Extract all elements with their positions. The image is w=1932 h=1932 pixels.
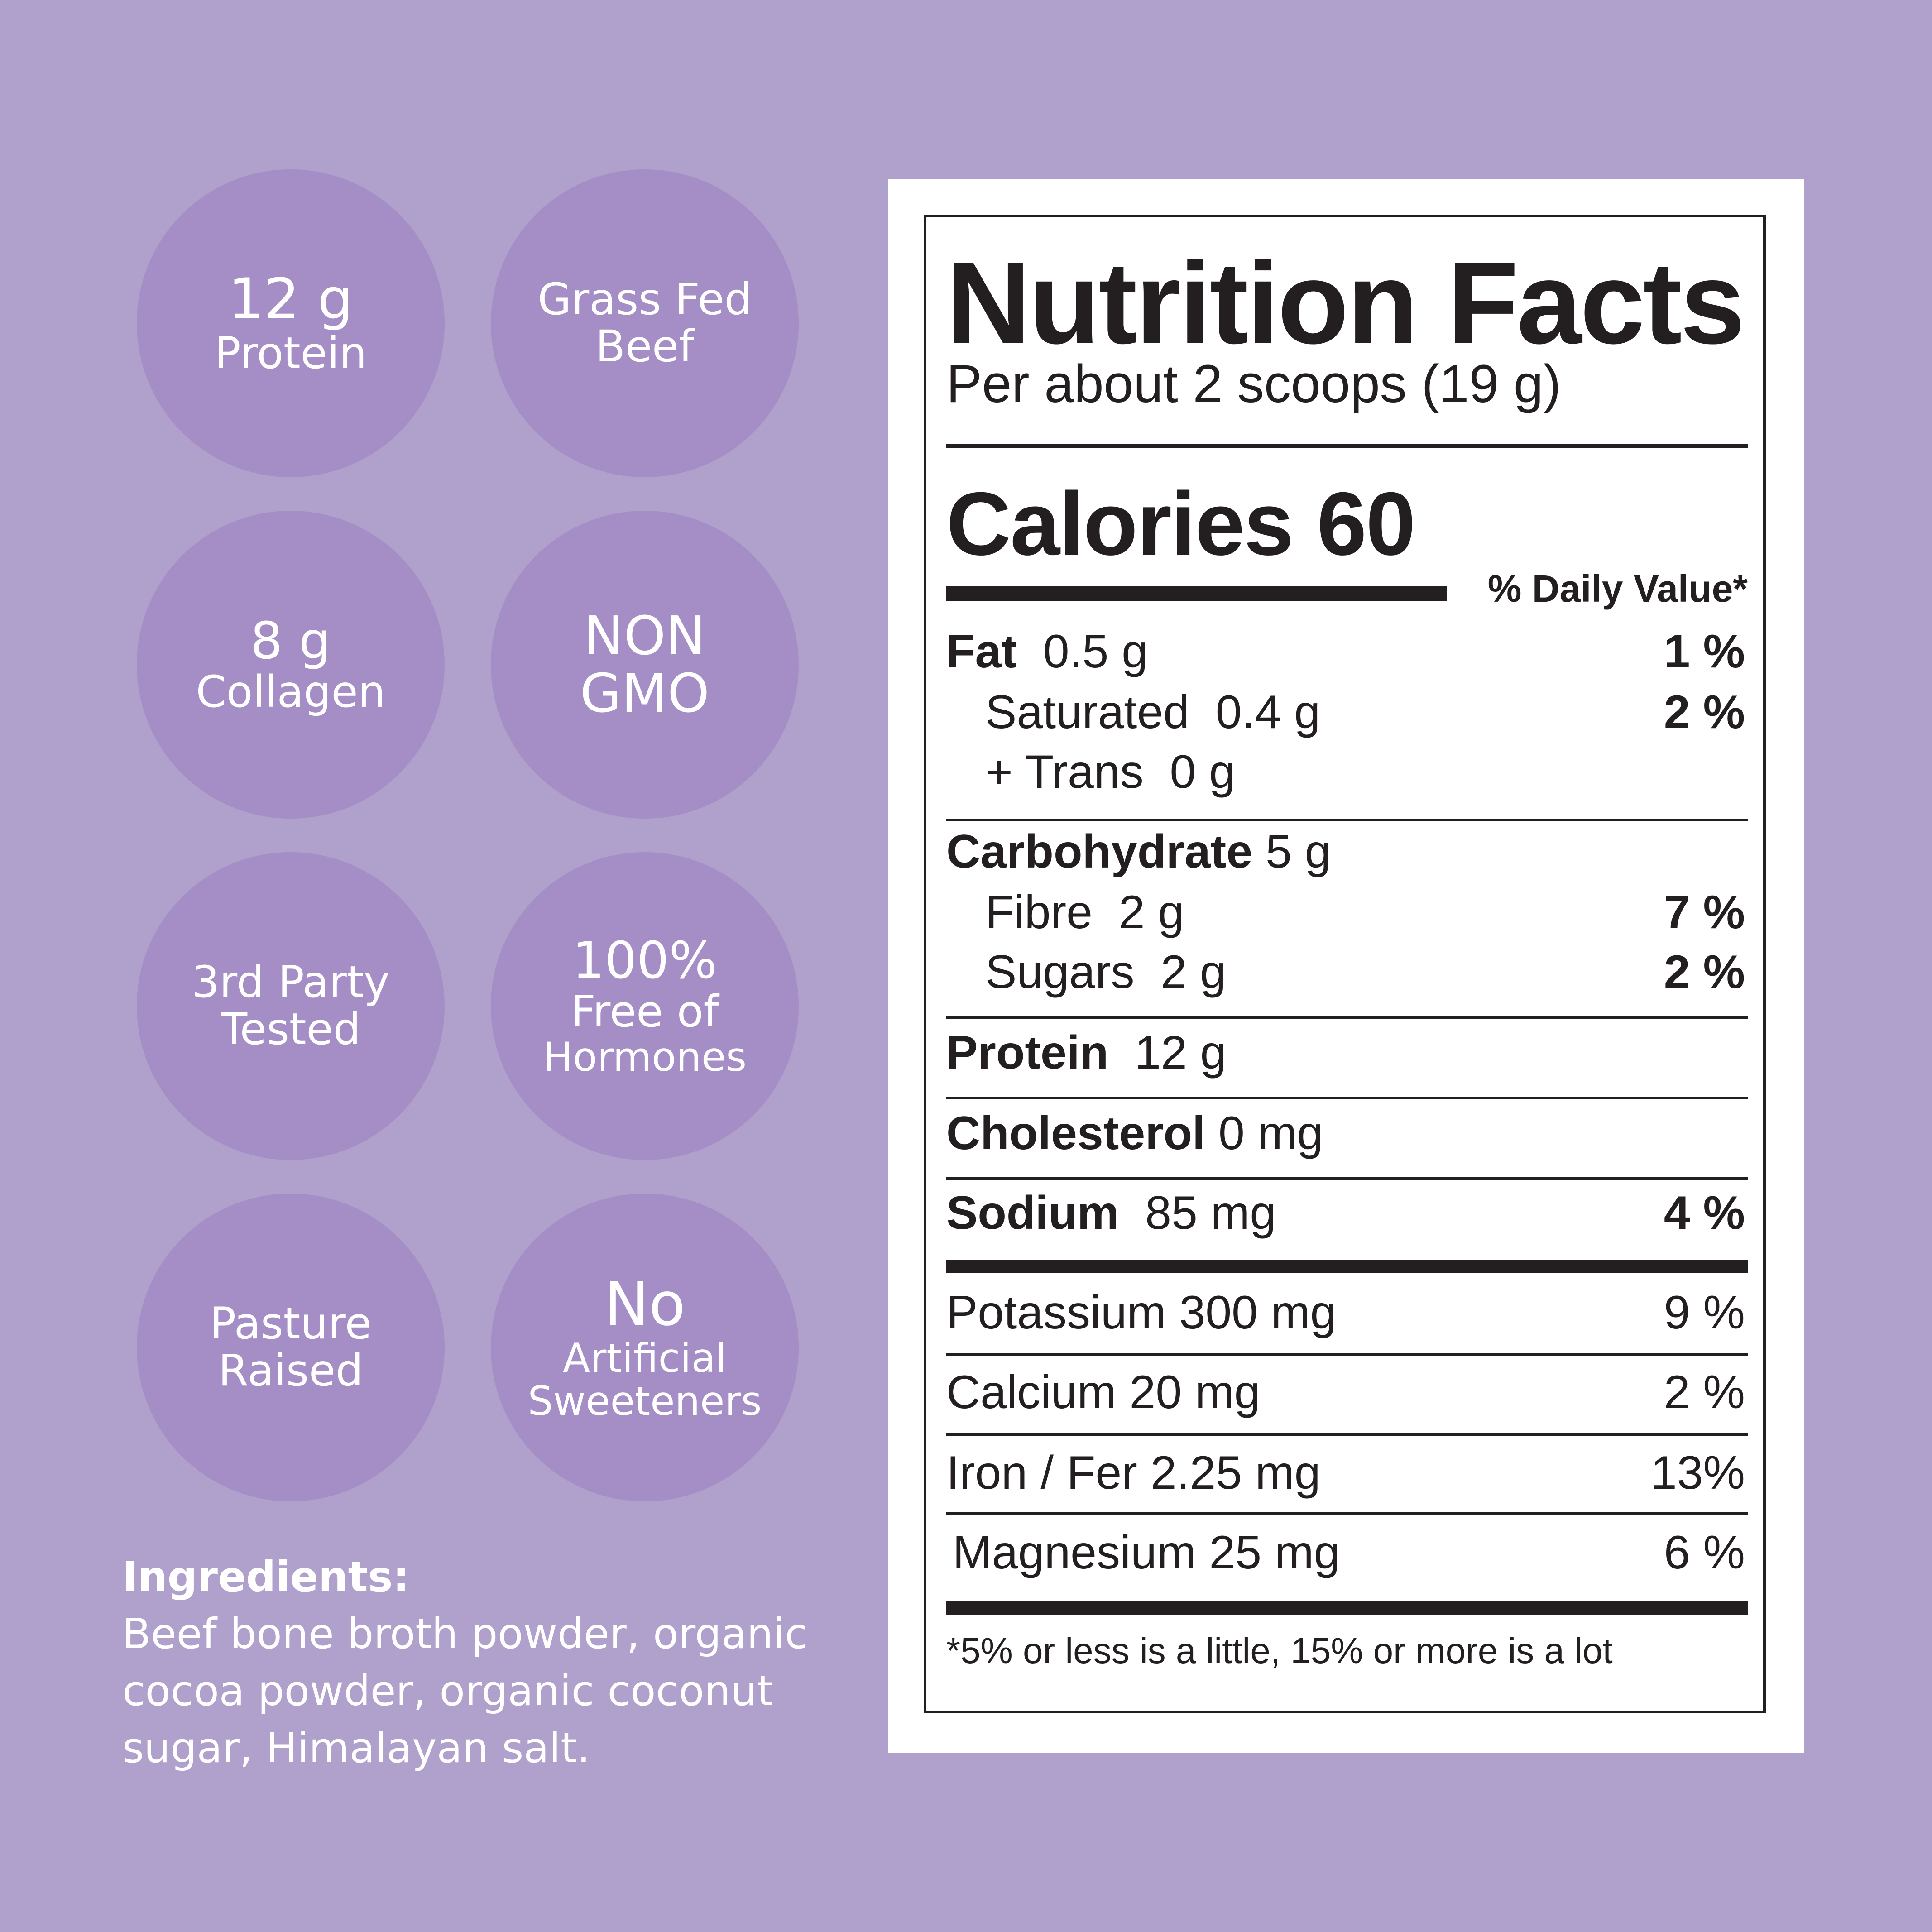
nutrient-name: Saturated: [985, 686, 1189, 738]
ingredients-line: cocoa powder, organic coconut: [122, 1667, 773, 1715]
divider: [946, 1601, 1748, 1615]
nutrient-row-sodium: Sodium 85 mg 4 %: [946, 1186, 1748, 1240]
daily-value-heading: % Daily Value*: [1487, 567, 1748, 610]
nutrient-percent: 2 %: [1664, 686, 1745, 738]
badge-line: Artificial: [563, 1335, 727, 1382]
nutrient-amount: 0 mg: [1218, 1107, 1323, 1160]
badge-line: Protein: [214, 328, 367, 379]
nutrient-name: Sugars: [985, 946, 1135, 998]
nutrition-facts-panel: Nutrition Facts Per about 2 scoops (19 g…: [924, 215, 1766, 1713]
nutrient-percent: 2 %: [1664, 946, 1745, 998]
nutrient-row-trans: + Trans 0 g: [946, 745, 1748, 799]
nutrient-row-potassium: Potassium 300 mg 9 %: [946, 1286, 1748, 1340]
badge-line: 3rd Party: [192, 957, 390, 1008]
nutrient-row-iron: Iron / Fer 2.25 mg 13%: [946, 1446, 1748, 1500]
divider: [946, 586, 1447, 601]
nutrient-amount: 0 g: [1170, 746, 1236, 798]
nutrient-percent: 7 %: [1664, 886, 1745, 939]
divider: [946, 444, 1748, 448]
nutrient-name: + Trans: [985, 746, 1144, 798]
nutrient-name: Carbohydrate: [946, 825, 1253, 878]
badge-third-party: 3rd Party Tested: [137, 852, 445, 1160]
nutrient-row-calcium: Calcium 20 mg 2 %: [946, 1366, 1748, 1419]
nutrient-row-sugars: Sugars 2 g 2 %: [946, 945, 1748, 999]
nutrient-name: Sodium: [946, 1187, 1119, 1239]
divider: [946, 1097, 1748, 1099]
nutrient-name: Cholesterol: [946, 1107, 1206, 1160]
footnote: *5% or less is a little, 15% or more is …: [946, 1630, 1613, 1671]
badge-line: NON: [584, 604, 706, 667]
badge-pasture: Pasture Raised: [137, 1194, 445, 1501]
nutrient-amount: 0.5 g: [1043, 625, 1148, 678]
badge-collagen: 8 g Collagen: [137, 511, 445, 819]
nutrient-percent: 4 %: [1664, 1187, 1745, 1239]
divider: [946, 1260, 1748, 1273]
nutrient-amount: 85 mg: [1145, 1187, 1276, 1239]
nutrient-percent: 1 %: [1664, 625, 1745, 678]
divider: [946, 1016, 1748, 1019]
nutrient-name: Fibre: [985, 886, 1093, 939]
badge-line: 8 g: [250, 611, 331, 671]
ingredients-line: Beef bone broth powder, organic: [122, 1610, 808, 1658]
ingredients-line: sugar, Himalayan salt.: [122, 1724, 590, 1772]
badge-line: Pasture: [210, 1298, 372, 1349]
nutrient-name: Fat: [946, 625, 1017, 678]
badge-grass-fed: Grass Fed Beef: [491, 169, 799, 477]
nutrient-percent: 2 %: [1664, 1366, 1745, 1419]
nutrient-percent: 9 %: [1664, 1286, 1745, 1339]
calories: Calories 60: [946, 474, 1416, 574]
divider: [946, 819, 1748, 821]
nutrient-amount: 2 g: [1160, 946, 1226, 998]
badge-no-sweeteners: No Artificial Sweeteners: [491, 1194, 799, 1501]
nutrient-row-saturated: Saturated 0.4 g 2 %: [946, 686, 1748, 739]
badge-line: 12 g: [228, 267, 353, 332]
nutrient-name: Iron / Fer 2.25 mg: [946, 1447, 1321, 1499]
ingredients: Ingredients: Beef bone broth powder, org…: [122, 1548, 856, 1777]
nutrient-row-carbohydrate: Carbohydrate 5 g: [946, 825, 1748, 879]
nutrition-title: Nutrition Facts: [946, 237, 1745, 368]
badge-line: Tested: [221, 1004, 361, 1055]
nutrient-name: Magnesium 25 mg: [953, 1526, 1340, 1579]
divider: [946, 1177, 1748, 1180]
nutrient-amount: 2 g: [1118, 886, 1184, 939]
badge-line: Grass Fed: [537, 274, 752, 325]
badge-line: Free of: [570, 986, 719, 1037]
nutrient-amount: 5 g: [1266, 825, 1331, 878]
nutrient-percent: 13%: [1650, 1447, 1745, 1499]
nutrient-amount: 0.4 g: [1215, 686, 1321, 738]
nutrient-name: Protein: [946, 1026, 1109, 1079]
ingredients-heading: Ingredients:: [122, 1553, 410, 1601]
badge-line: Collagen: [196, 666, 386, 717]
serving-size: Per about 2 scoops (19 g): [946, 354, 1561, 414]
badge-line: Raised: [218, 1345, 364, 1396]
badge-line: No: [604, 1269, 686, 1339]
divider: [946, 1512, 1748, 1515]
badge-line: GMO: [580, 662, 710, 724]
nutrient-row-fat: Fat 0.5 g 1 %: [946, 625, 1748, 679]
divider: [946, 1353, 1748, 1356]
nutrient-row-magnesium: Magnesium 25 mg 6 %: [946, 1526, 1748, 1580]
nutrient-amount: 12 g: [1135, 1026, 1227, 1079]
badge-hormone-free: 100% Free of Hormones: [491, 852, 799, 1160]
nutrient-row-protein: Protein 12 g: [946, 1026, 1748, 1080]
badge-protein: 12 g Protein: [137, 169, 445, 477]
badge-line: Beef: [595, 321, 694, 372]
nutrient-row-fibre: Fibre 2 g 7 %: [946, 886, 1748, 940]
badge-line: Sweeteners: [527, 1378, 762, 1425]
badge-line: Hormones: [543, 1033, 747, 1080]
nutrient-percent: 6 %: [1664, 1526, 1745, 1579]
badge-non-gmo: NON GMO: [491, 511, 799, 819]
badge-line: 100%: [572, 931, 718, 991]
nutrient-row-cholesterol: Cholesterol 0 mg: [946, 1107, 1748, 1160]
nutrient-name: Calcium 20 mg: [946, 1366, 1261, 1419]
nutrient-name: Potassium 300 mg: [946, 1286, 1337, 1339]
divider: [946, 1433, 1748, 1436]
